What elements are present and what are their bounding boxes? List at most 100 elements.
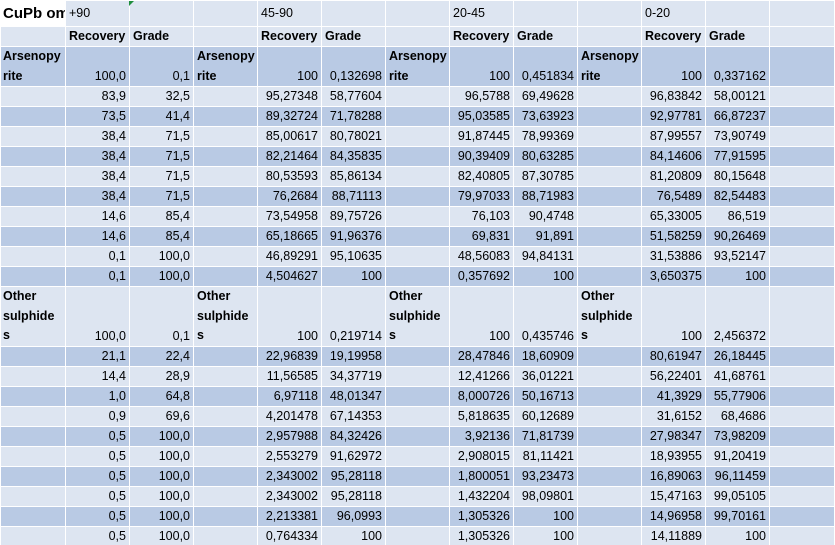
grade-value[interactable]: 100,0 xyxy=(129,526,194,545)
empty-cell[interactable] xyxy=(577,346,642,367)
empty-cell[interactable] xyxy=(193,126,258,147)
empty-cell[interactable] xyxy=(513,0,578,27)
recovery-value[interactable]: 14,96958 xyxy=(641,506,706,527)
empty-cell[interactable] xyxy=(577,226,642,247)
empty-cell[interactable] xyxy=(385,206,450,227)
recovery-header[interactable]: Recovery xyxy=(641,26,706,47)
empty-cell[interactable] xyxy=(385,386,450,407)
size-class-header[interactable]: 20-45 xyxy=(449,0,514,27)
grade-value[interactable]: 91,20419 xyxy=(705,446,770,467)
recovery-value[interactable]: 84,14606 xyxy=(641,146,706,167)
empty-cell[interactable] xyxy=(0,86,66,107)
recovery-value[interactable]: 96,5788 xyxy=(449,86,514,107)
empty-cell[interactable] xyxy=(577,486,642,507)
grade-header[interactable]: Grade xyxy=(129,26,194,47)
empty-cell[interactable] xyxy=(769,226,835,247)
empty-cell[interactable] xyxy=(385,366,450,387)
size-class-header[interactable]: +90 xyxy=(65,0,130,27)
recovery-value[interactable]: 95,27348 xyxy=(257,86,322,107)
recovery-value[interactable]: 28,47846 xyxy=(449,346,514,367)
empty-cell[interactable] xyxy=(577,526,642,545)
recovery-value[interactable]: 27,98347 xyxy=(641,426,706,447)
recovery-value[interactable]: 80,61947 xyxy=(641,346,706,367)
recovery-value[interactable]: 73,5 xyxy=(65,106,130,127)
empty-cell[interactable] xyxy=(193,106,258,127)
empty-cell[interactable] xyxy=(193,466,258,487)
empty-cell[interactable] xyxy=(193,206,258,227)
mineral-label[interactable]: Arsenopy rite xyxy=(0,46,66,87)
empty-cell[interactable] xyxy=(193,366,258,387)
empty-cell[interactable] xyxy=(769,386,835,407)
grade-value[interactable]: 0,1 xyxy=(129,46,194,87)
grade-value[interactable]: 71,81739 xyxy=(513,426,578,447)
grade-value[interactable]: 91,891 xyxy=(513,226,578,247)
recovery-value[interactable]: 2,213381 xyxy=(257,506,322,527)
grade-value[interactable]: 2,456372 xyxy=(705,286,770,347)
recovery-value[interactable]: 56,22401 xyxy=(641,366,706,387)
empty-cell[interactable] xyxy=(385,486,450,507)
grade-value[interactable]: 71,5 xyxy=(129,186,194,207)
grade-value[interactable]: 85,86134 xyxy=(321,166,386,187)
label-column-cell[interactable] xyxy=(385,26,450,47)
recovery-value[interactable]: 2,553279 xyxy=(257,446,322,467)
empty-cell[interactable] xyxy=(769,346,835,367)
empty-cell[interactable] xyxy=(0,366,66,387)
grade-value[interactable]: 80,15648 xyxy=(705,166,770,187)
grade-value[interactable]: 71,5 xyxy=(129,146,194,167)
grade-value[interactable]: 67,14353 xyxy=(321,406,386,427)
grade-value[interactable]: 100,0 xyxy=(129,446,194,467)
empty-cell[interactable] xyxy=(577,426,642,447)
empty-cell[interactable] xyxy=(0,466,66,487)
empty-cell[interactable] xyxy=(577,146,642,167)
empty-cell[interactable] xyxy=(0,206,66,227)
empty-cell[interactable] xyxy=(385,406,450,427)
recovery-value[interactable]: 69,831 xyxy=(449,226,514,247)
recovery-value[interactable]: 82,21464 xyxy=(257,146,322,167)
grade-value[interactable]: 36,01221 xyxy=(513,366,578,387)
grade-value[interactable]: 0,451834 xyxy=(513,46,578,87)
empty-cell[interactable] xyxy=(0,186,66,207)
grade-value[interactable]: 100,0 xyxy=(129,266,194,287)
recovery-value[interactable]: 73,54958 xyxy=(257,206,322,227)
empty-cell[interactable] xyxy=(193,0,258,27)
recovery-value[interactable]: 14,6 xyxy=(65,206,130,227)
empty-cell[interactable] xyxy=(193,166,258,187)
recovery-value[interactable]: 2,957988 xyxy=(257,426,322,447)
grade-value[interactable]: 100 xyxy=(705,526,770,545)
recovery-value[interactable]: 22,96839 xyxy=(257,346,322,367)
recovery-value[interactable]: 2,343002 xyxy=(257,466,322,487)
empty-cell[interactable] xyxy=(193,406,258,427)
empty-cell[interactable] xyxy=(0,106,66,127)
empty-cell[interactable] xyxy=(769,26,835,47)
grade-value[interactable]: 80,78021 xyxy=(321,126,386,147)
empty-cell[interactable] xyxy=(385,86,450,107)
grade-value[interactable]: 18,60909 xyxy=(513,346,578,367)
recovery-value[interactable]: 100,0 xyxy=(65,46,130,87)
empty-cell[interactable] xyxy=(577,266,642,287)
empty-cell[interactable] xyxy=(385,266,450,287)
empty-cell[interactable] xyxy=(769,246,835,267)
grade-value[interactable]: 81,11421 xyxy=(513,446,578,467)
recovery-value[interactable]: 0,764334 xyxy=(257,526,322,545)
recovery-value[interactable]: 65,33005 xyxy=(641,206,706,227)
empty-cell[interactable] xyxy=(385,506,450,527)
empty-cell[interactable] xyxy=(193,346,258,367)
recovery-value[interactable]: 31,53886 xyxy=(641,246,706,267)
recovery-value[interactable]: 1,432204 xyxy=(449,486,514,507)
label-column-cell[interactable] xyxy=(193,26,258,47)
empty-cell[interactable] xyxy=(769,446,835,467)
empty-cell[interactable] xyxy=(769,146,835,167)
grade-value[interactable]: 89,75726 xyxy=(321,206,386,227)
grade-value[interactable]: 94,84131 xyxy=(513,246,578,267)
empty-cell[interactable] xyxy=(193,426,258,447)
recovery-header[interactable]: Recovery xyxy=(449,26,514,47)
recovery-value[interactable]: 0,5 xyxy=(65,446,130,467)
grade-value[interactable]: 22,4 xyxy=(129,346,194,367)
empty-cell[interactable] xyxy=(0,266,66,287)
grade-value[interactable]: 82,54483 xyxy=(705,186,770,207)
grade-value[interactable]: 95,28118 xyxy=(321,466,386,487)
empty-cell[interactable] xyxy=(769,526,835,545)
recovery-value[interactable]: 76,103 xyxy=(449,206,514,227)
grade-value[interactable]: 95,10635 xyxy=(321,246,386,267)
recovery-value[interactable]: 79,97033 xyxy=(449,186,514,207)
